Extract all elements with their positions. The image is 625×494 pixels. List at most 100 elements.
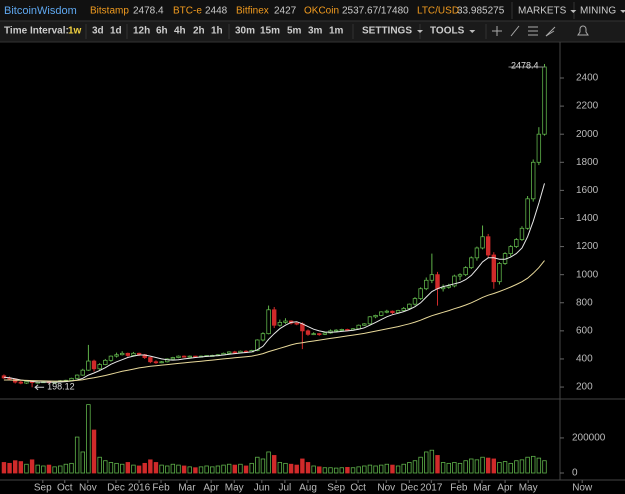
interval-button[interactable]: 30m — [235, 26, 255, 37]
volume-bar — [288, 463, 294, 474]
interval-button[interactable]: 4h — [174, 26, 186, 37]
y-tick-label: 200 — [576, 382, 593, 393]
menu[interactable]: TOOLS — [430, 26, 465, 37]
x-tick-label: 2016 — [128, 483, 151, 494]
volume-bar — [108, 462, 114, 474]
volume-bar — [333, 467, 339, 474]
candle-body — [131, 352, 136, 356]
volume-bar — [58, 465, 63, 474]
volume-bar — [74, 436, 80, 474]
candle-body — [176, 355, 181, 358]
volume-bar — [378, 464, 384, 474]
candle-body — [165, 358, 170, 363]
interval-button[interactable]: 12h — [133, 26, 150, 37]
interval-button[interactable]: 5m — [287, 26, 302, 37]
x-tick-label: May — [519, 483, 538, 494]
candle-body — [446, 285, 451, 288]
interval-button[interactable]: 2h — [193, 26, 205, 37]
candle-body — [97, 364, 102, 370]
volume-bar — [41, 465, 46, 474]
ticker-price: 2478.4 — [133, 6, 164, 17]
ticker-name[interactable]: OKCoin — [304, 6, 339, 17]
candle-body — [531, 161, 536, 200]
menu[interactable]: MARKETS — [518, 6, 567, 17]
tool-icons[interactable] — [492, 25, 589, 37]
candle-body — [536, 133, 542, 163]
brand[interactable]: BitcoinWisdom — [4, 5, 77, 17]
interval-button[interactable]: 3m — [308, 26, 323, 37]
volume-bar — [362, 465, 367, 474]
moving-average — [3, 183, 545, 383]
volume-bar — [13, 460, 18, 474]
candle-body — [452, 275, 457, 287]
volume-bar — [536, 457, 542, 474]
candle-body — [390, 310, 395, 313]
interval-button[interactable]: 6h — [156, 26, 168, 37]
ticker-name[interactable]: BTC-e — [173, 6, 202, 17]
ticker-name[interactable]: Bitfinex — [236, 6, 269, 17]
volume-bar — [328, 467, 333, 474]
volume-bar — [148, 459, 153, 474]
x-tick-label: Mar — [473, 483, 491, 494]
x-tick-label: 2017 — [420, 483, 443, 494]
candle-body — [159, 361, 164, 364]
volume-bar — [266, 451, 271, 474]
interval-button[interactable]: 1d — [110, 26, 122, 37]
volume-bar — [221, 464, 226, 474]
volume-bar — [153, 462, 159, 474]
volume-bar — [311, 465, 316, 474]
y-tick-label: 400 — [576, 354, 593, 365]
x-tick-label: Feb — [152, 483, 170, 494]
volume-bar — [350, 467, 356, 474]
y-tick-label: 2400 — [576, 73, 599, 84]
volume-bar — [198, 466, 204, 474]
volume-bar — [52, 466, 57, 474]
volume-bar — [491, 458, 497, 474]
ticker-name[interactable]: LTC/USD — [417, 6, 459, 17]
volume-bar — [305, 462, 311, 474]
interval-button[interactable]: 15m — [260, 26, 280, 37]
volume-bar — [429, 449, 435, 474]
x-tick-label: Dec — [400, 483, 418, 494]
x-tick-label: May — [225, 483, 244, 494]
volume-bar — [542, 460, 547, 474]
candle-body — [103, 359, 108, 365]
volume-bar — [165, 465, 170, 474]
annotation: 2478.4 — [511, 60, 539, 70]
volume-bar — [215, 465, 221, 474]
interval-button[interactable]: 1w — [68, 26, 82, 37]
volume-bar — [136, 465, 142, 474]
x-tick-label: Mar — [178, 483, 196, 494]
candle-body — [356, 324, 361, 330]
volume-bar — [345, 466, 350, 474]
candle-body — [114, 354, 119, 357]
candle-body — [407, 303, 412, 309]
volume-bar — [18, 461, 24, 474]
candle-body — [418, 288, 423, 299]
volume-bar — [125, 462, 131, 474]
y-tick-label: 1800 — [576, 157, 599, 168]
volume-bar — [469, 458, 474, 474]
candle-body — [232, 351, 237, 354]
volume-bar — [69, 462, 74, 474]
volume-bar — [446, 462, 451, 474]
candle-body — [69, 377, 74, 381]
volume-bar — [176, 464, 181, 474]
volume-bar — [440, 462, 446, 474]
interval-button[interactable]: 1m — [329, 26, 344, 37]
volume-bar — [407, 462, 412, 474]
candle-body — [294, 322, 299, 325]
interval-button[interactable]: 1h — [211, 26, 223, 37]
menu[interactable]: SETTINGS — [362, 26, 412, 37]
candle-body — [260, 333, 266, 341]
candle-body — [378, 311, 384, 316]
ticker-name[interactable]: Bitstamp — [90, 6, 129, 17]
candle-body — [317, 333, 322, 336]
volume-bar — [384, 463, 390, 474]
interval-button[interactable]: 3d — [92, 26, 104, 37]
volume-bar — [514, 460, 519, 474]
menu[interactable]: MINING — [580, 6, 616, 17]
volume-bar — [272, 455, 277, 474]
candle-body — [80, 369, 85, 376]
